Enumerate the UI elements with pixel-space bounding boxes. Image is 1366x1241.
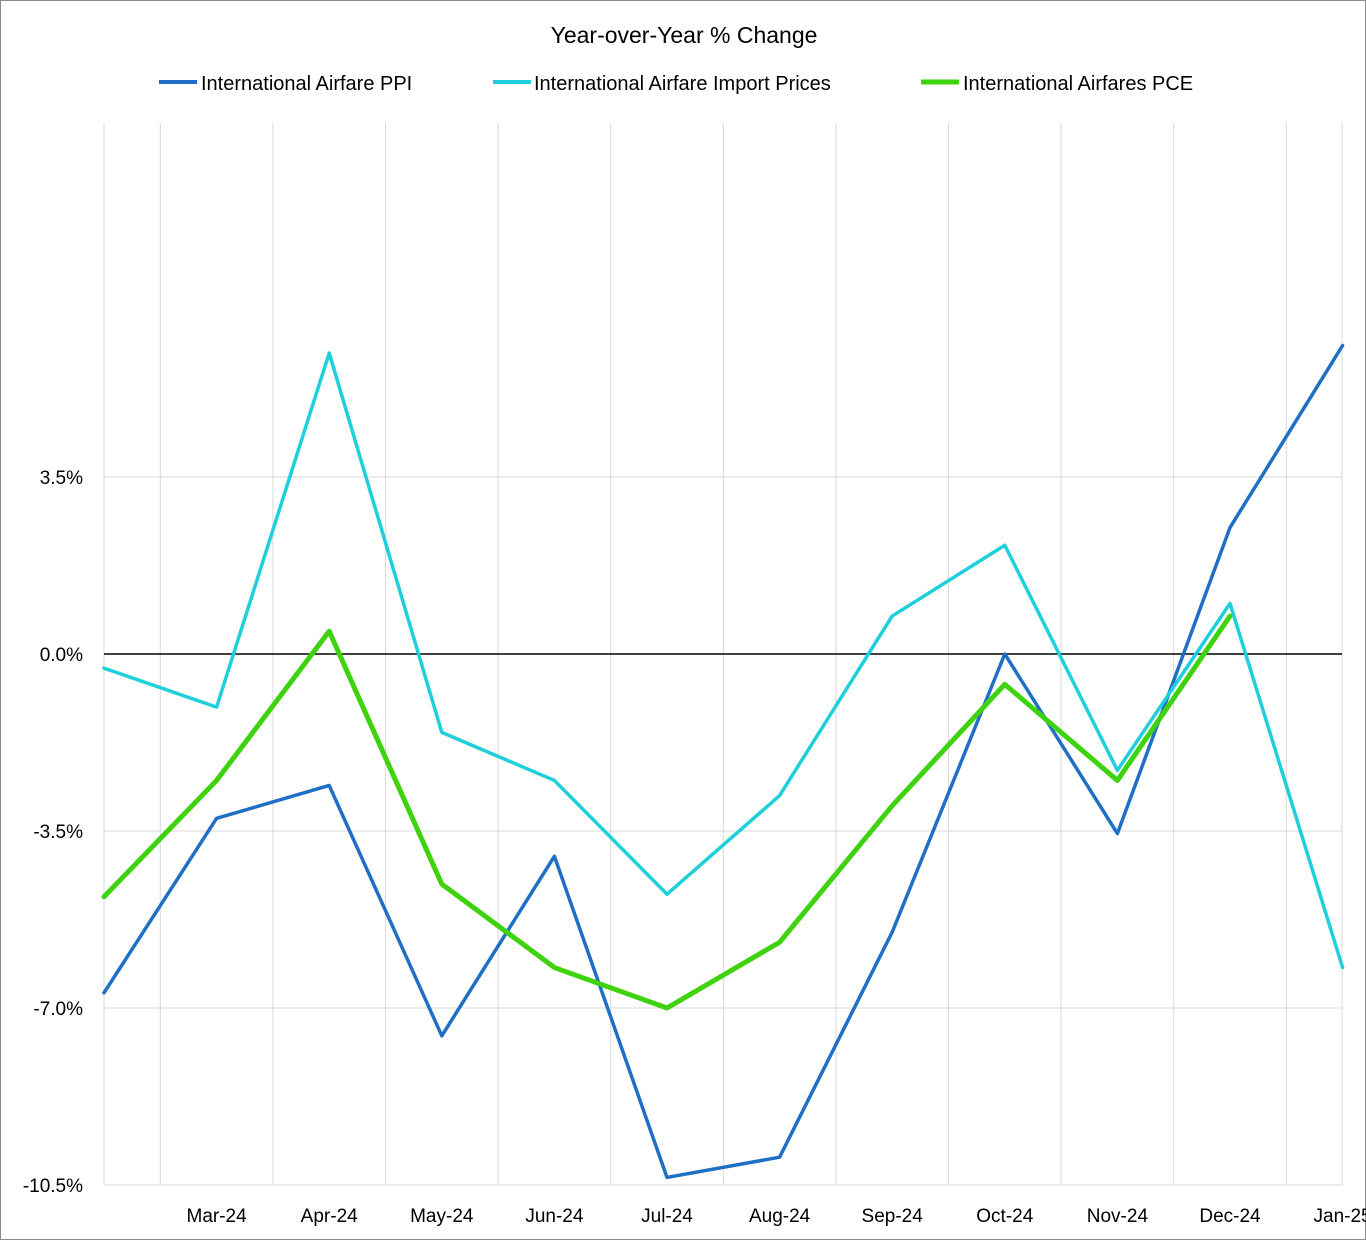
x-tick-label: Dec-24 [1199,1206,1261,1227]
y-tick-label: -10.5% [23,1176,83,1197]
chart-title: Year-over-Year % Change [551,22,818,48]
legend-item-ppi: International Airfare PPI [159,73,412,95]
y-tick-label: -7.0% [33,999,83,1020]
series-line-pce [101,613,1233,1011]
legend: International Airfare PPI International … [159,73,1193,95]
x-tick-label: Apr-24 [301,1206,358,1227]
y-tick-label: 3.5% [40,468,83,489]
legend-item-import: International Airfare Import Prices [493,73,831,95]
x-tick-label: Nov-24 [1087,1206,1149,1227]
y-tick-label: -3.5% [33,822,83,843]
x-tick-label: Mar-24 [187,1206,248,1227]
x-tick-label: Sep-24 [862,1206,924,1227]
x-tick-label: Aug-24 [749,1206,811,1227]
series-lines [101,343,1345,1180]
x-tick-label: Jun-24 [525,1206,584,1227]
series-line-import-prices [102,351,1345,970]
y-tick-label: 0.0% [40,645,83,666]
legend-label-import: International Airfare Import Prices [534,73,831,95]
gridlines [103,123,1343,1186]
legend-label-pce: International Airfares PCE [963,73,1193,95]
series-line-ppi [102,343,1345,1180]
x-tick-label: Jan-25 [1314,1206,1366,1227]
y-axis-tick-labels: 3.5% 0.0% -3.5% -7.0% -10.5% [23,468,83,1197]
x-axis-tick-labels: Mar-24 Apr-24 May-24 Jun-24 Jul-24 Aug-24 Sep-… [187,1206,1366,1227]
legend-label-ppi: International Airfare PPI [201,73,412,95]
x-tick-label: Oct-24 [976,1206,1033,1227]
x-tick-label: Jul-24 [641,1206,693,1227]
x-tick-label: May-24 [410,1206,474,1227]
legend-item-pce: International Airfares PCE [921,73,1193,95]
